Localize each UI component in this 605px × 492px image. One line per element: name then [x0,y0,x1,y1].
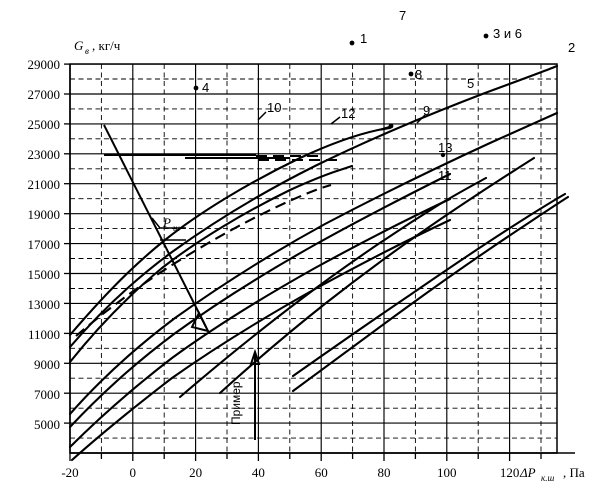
curve-label-10: 10 [267,100,281,115]
x-axis-title-unit: , Па [563,465,585,480]
curve-label-3-6: 3 и 6 [493,26,522,41]
y-axis-title: G в , кг/ч [74,38,121,56]
curve-label-5: 5 [467,76,474,91]
y-axis-title-sub: в [85,46,89,56]
y-axis-title-unit: , кг/ч [92,38,121,53]
y-tick-label: 13000 [28,297,61,312]
y-tick-label: 21000 [28,177,61,192]
x-tick-label: 40 [252,465,265,480]
curve-label-4: 4 [202,80,209,95]
x-axis-title-sub: к.ш [541,473,554,483]
y-tick-label: 11000 [28,327,60,342]
x-tick-label: 0 [130,465,137,480]
curve-2 [291,195,570,393]
x-tick-label: 100 [437,465,457,480]
y-tick-label: 25000 [28,117,61,132]
axis-group [64,63,575,461]
curve-8 [218,156,536,395]
curve-label-9: 9 [423,103,430,118]
y-axis-title-main: G [74,38,84,53]
curves-group [68,64,570,462]
x-axis-title: ΔP к.ш , Па [519,465,585,483]
curve-label-11: 11 [438,168,452,183]
curve-4 [68,64,559,349]
example-annotation: Пример [229,381,243,425]
construct-arrow-up [249,348,261,365]
curve-label-2: 2 [568,40,575,55]
x-tick-label: 120 [500,465,520,480]
curve-1 [68,164,354,364]
curve-label-7: 7 [399,8,406,23]
construct-descending [103,124,207,328]
y-tick-label: 23000 [28,147,61,162]
y-tick-label: 19000 [28,207,61,222]
x-tick-label: 20 [189,465,202,480]
y-tick-label: 17000 [28,237,61,252]
curve-13 [68,197,452,449]
construct-psh-leader [151,217,186,229]
construct-arrow-descend [190,310,210,333]
curve-labels-group: 7 1 3 и 6 2 4 8 5 10 12 [193,8,575,183]
y-tick-labels: 29000 27000 25000 23000 21000 19000 1700… [28,57,61,432]
curve-label-13: 13 [438,140,452,155]
annotations-group: Пример P ш [162,215,243,425]
y-tick-label: 15000 [28,267,61,282]
example-construction-group [103,124,340,440]
y-tick-label: 5000 [34,417,60,432]
x-tick-labels: -20 0 20 40 60 80 100 120 [61,465,519,480]
x-tick-label: 60 [315,465,328,480]
y-tick-label: 9000 [34,357,60,372]
curve-12 [75,183,332,337]
grid-minor-group [70,64,557,453]
pressure-annotation-sub: ш [173,223,180,233]
pressure-annotation-main: P [162,215,171,230]
curve-11 [70,218,452,462]
curve-label-12: 12 [341,106,355,121]
curve-9 [68,172,452,429]
x-tick-label: -20 [61,465,78,480]
curve-label-1: 1 [360,31,367,46]
x-axis-title-main: ΔP [519,465,536,480]
curve-5 [291,192,567,378]
curve-label-8: 8 [415,67,422,82]
x-tick-label: 80 [378,465,391,480]
curve-10 [68,111,559,416]
y-tick-label: 7000 [34,387,60,402]
curve-3-6 [178,176,488,399]
y-tick-label: 29000 [28,57,61,72]
curve-7 [68,126,392,337]
y-tick-label: 27000 [28,87,61,102]
